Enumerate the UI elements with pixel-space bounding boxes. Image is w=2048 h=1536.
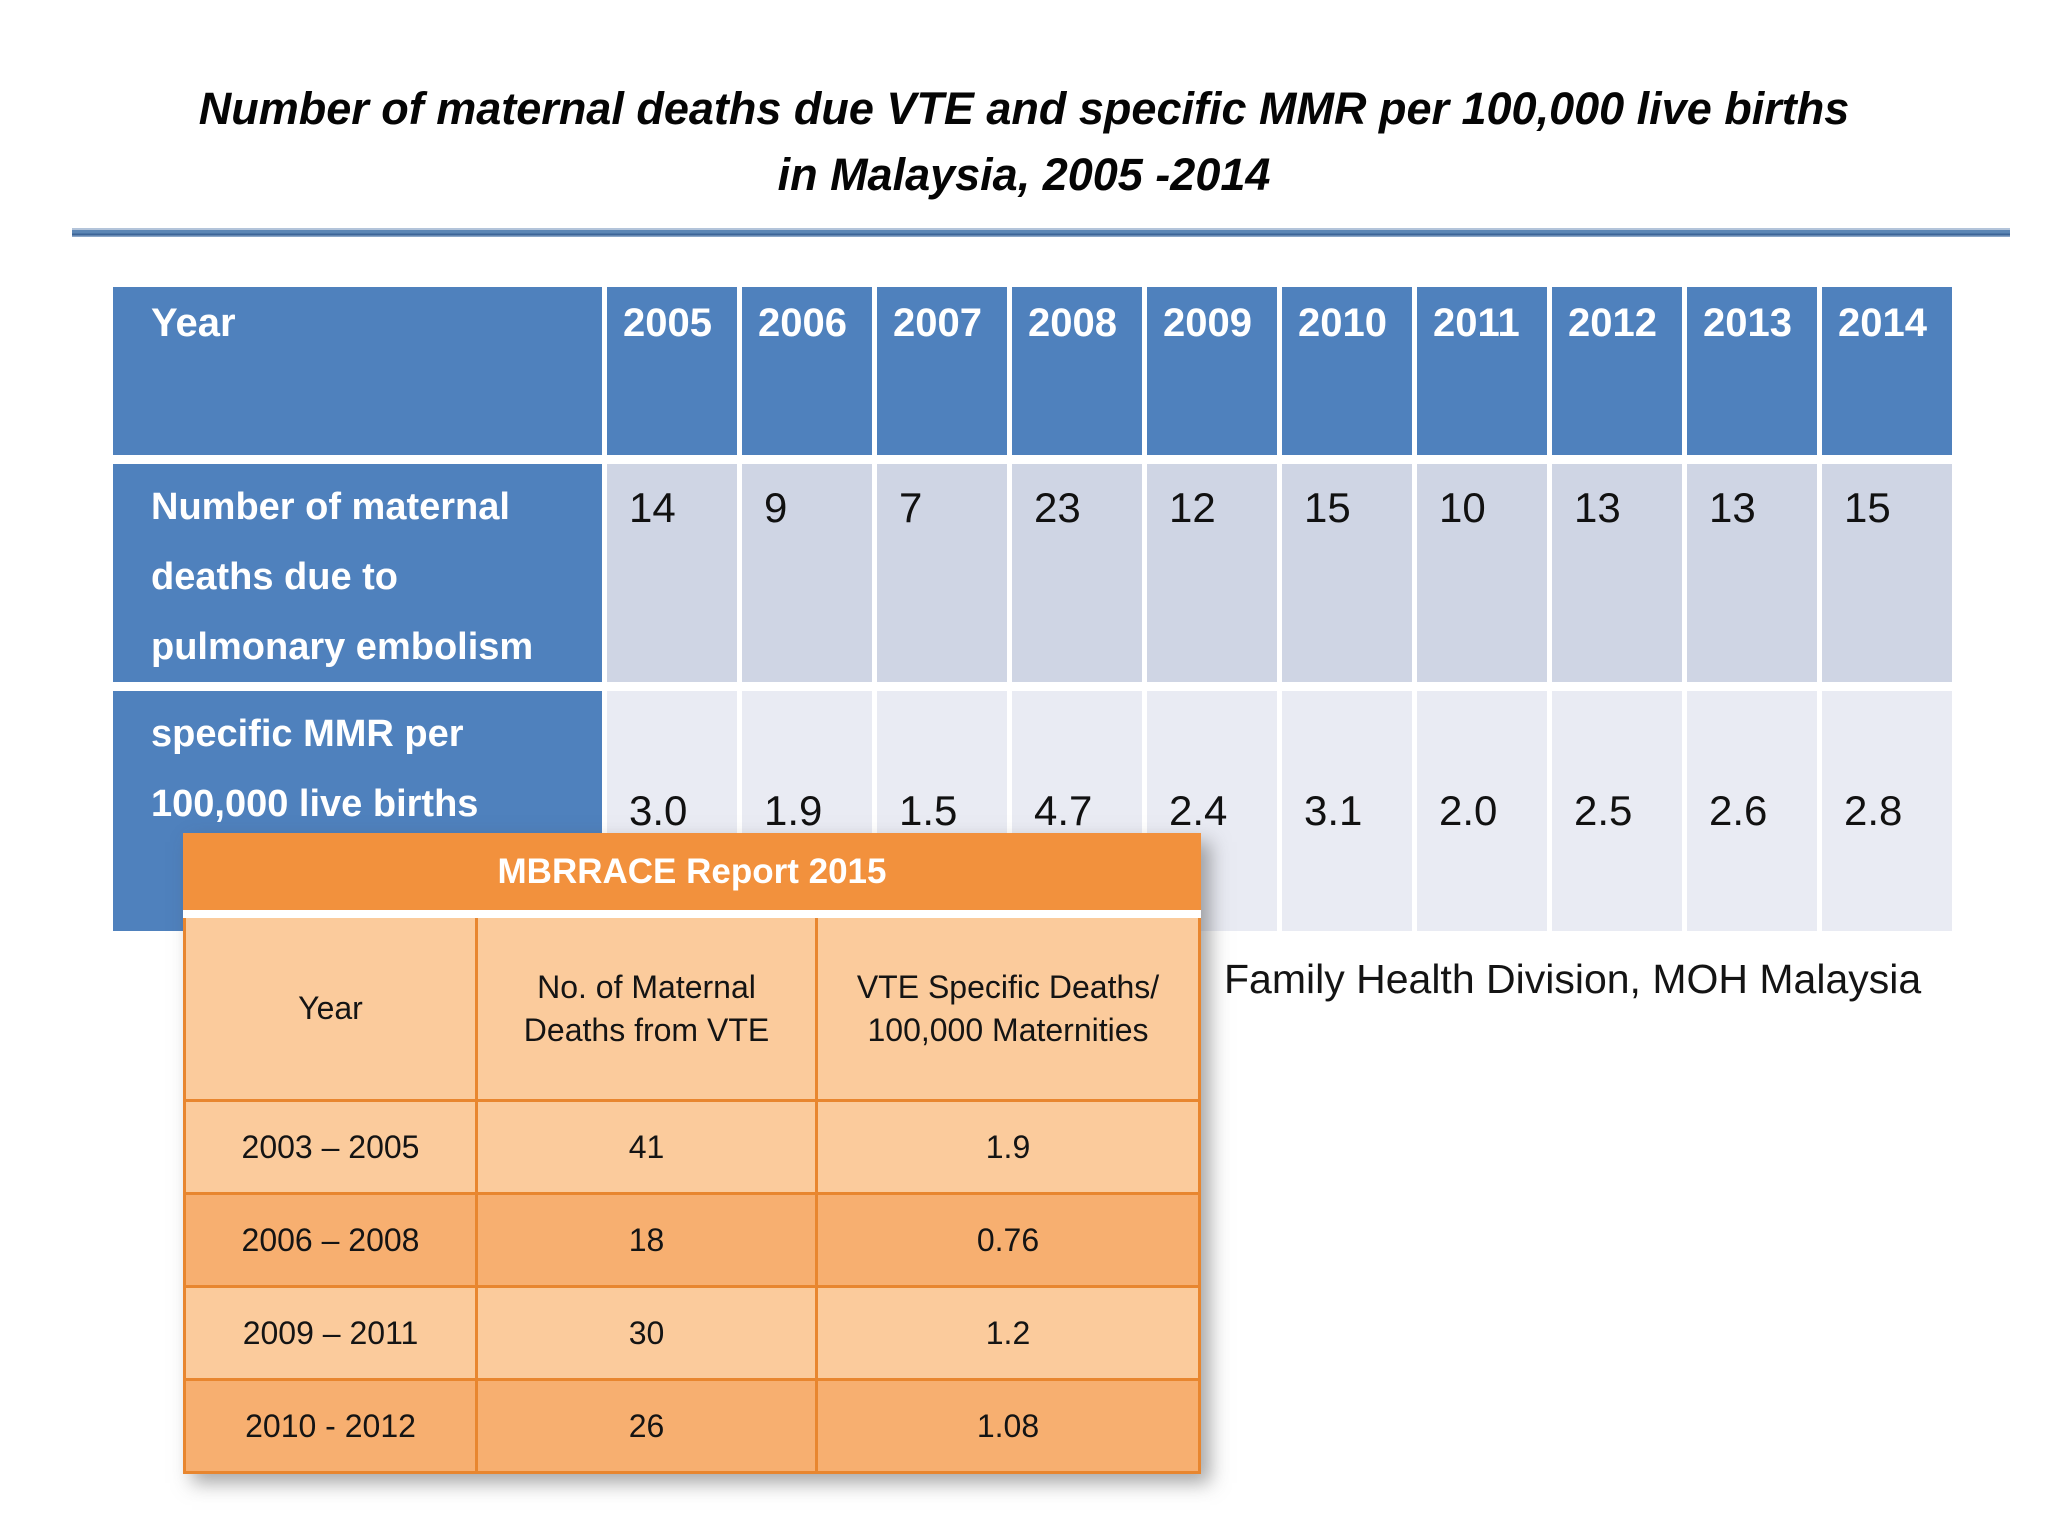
mbrrace-col-header-rate: VTE Specific Deaths/ 100,000 Maternities (815, 918, 1198, 1099)
year-header-cell: 2007 (877, 287, 1007, 455)
mbrrace-cell-year: 2010 - 2012 (186, 1378, 475, 1471)
mbrrace-table-title: MBRRACE Report 2015 (183, 833, 1201, 910)
deaths-value-cell: 13 (1552, 464, 1682, 682)
mbrrace-cell-year: 2009 – 2011 (186, 1285, 475, 1378)
mmr-value-cell: 2.5 (1552, 691, 1682, 931)
mbrrace-col-header-deaths: No. of Maternal Deaths from VTE (475, 918, 815, 1099)
slide-title-line1: Number of maternal deaths due VTE and sp… (198, 83, 1850, 134)
mbrrace-cell-deaths: 30 (475, 1285, 815, 1378)
year-header-label-cell: Year (113, 287, 602, 455)
mbrrace-cell-rate: 1.9 (815, 1099, 1198, 1192)
mbrrace-cell-rate: 1.2 (815, 1285, 1198, 1378)
deaths-value-cell: 10 (1417, 464, 1547, 682)
vte-mmr-table: Year 2005 2006 2007 2008 2009 2010 2011 … (113, 287, 1952, 931)
mmr-row-label: specific MMR per 100,000 live births (151, 713, 479, 825)
mbrrace-cell-deaths: 41 (475, 1099, 815, 1192)
deaths-value-cell: 12 (1147, 464, 1277, 682)
deaths-value-cell: 23 (1012, 464, 1142, 682)
year-header-cell: 2009 (1147, 287, 1277, 455)
mmr-value-cell: 2.6 (1687, 691, 1817, 931)
mbrrace-cell-deaths: 18 (475, 1192, 815, 1285)
mbrrace-cell-year: 2006 – 2008 (186, 1192, 475, 1285)
title-divider-rule (72, 228, 2010, 237)
mbrrace-table-grid: Year No. of Maternal Deaths from VTE VTE… (183, 918, 1201, 1474)
year-header-cell: 2014 (1822, 287, 1952, 455)
mbrrace-table: MBRRACE Report 2015 Year No. of Maternal… (183, 833, 1201, 1474)
year-header-cell: 2013 (1687, 287, 1817, 455)
year-header-cell: 2005 (607, 287, 737, 455)
year-header-cell: 2008 (1012, 287, 1142, 455)
deaths-row-label-cell: Number of maternal deaths due to pulmona… (113, 464, 602, 682)
year-header-cell: 2006 (742, 287, 872, 455)
year-header-cell: 2010 (1282, 287, 1412, 455)
mbrrace-cell-year: 2003 – 2005 (186, 1099, 475, 1192)
source-note: Family Health Division, MOH Malaysia (1224, 956, 1922, 1002)
deaths-value-cell: 15 (1822, 464, 1952, 682)
year-header-cell: 2011 (1417, 287, 1547, 455)
mbrrace-cell-rate: 1.08 (815, 1378, 1198, 1471)
deaths-value-cell: 13 (1687, 464, 1817, 682)
deaths-value-cell: 7 (877, 464, 1007, 682)
deaths-row-label: Number of maternal deaths due to pulmona… (151, 486, 534, 668)
mmr-value-cell: 3.1 (1282, 691, 1412, 931)
mbrrace-cell-rate: 0.76 (815, 1192, 1198, 1285)
mbrrace-header-gap (183, 910, 1201, 918)
mbrrace-col-header-year: Year (186, 918, 475, 1099)
deaths-value-cell: 15 (1282, 464, 1412, 682)
mbrrace-cell-deaths: 26 (475, 1378, 815, 1471)
deaths-value-cell: 14 (607, 464, 737, 682)
year-header-cell: 2012 (1552, 287, 1682, 455)
slide-title-line2: in Malaysia, 2005 -2014 (777, 149, 1271, 200)
mmr-value-cell: 2.8 (1822, 691, 1952, 931)
mmr-value-cell: 2.0 (1417, 691, 1547, 931)
slide-title: Number of maternal deaths due VTE and sp… (0, 76, 2048, 208)
deaths-value-cell: 9 (742, 464, 872, 682)
